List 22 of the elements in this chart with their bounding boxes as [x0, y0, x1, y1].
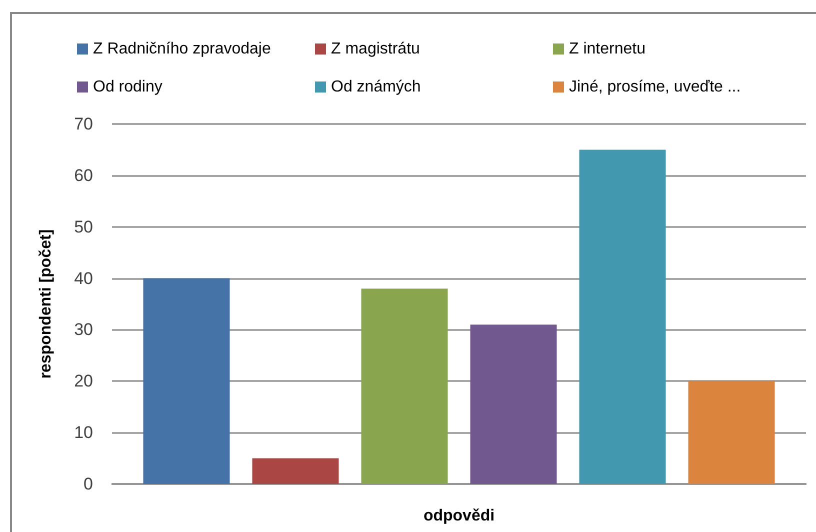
y-axis-title: respondenti [počet] [38, 229, 54, 379]
y-tick-label: 70 [74, 114, 93, 134]
y-tick-label: 60 [74, 166, 93, 185]
y-tick-label: 50 [74, 217, 93, 236]
bar [688, 381, 775, 484]
y-tick-label: 0 [84, 474, 93, 494]
bar [470, 324, 557, 484]
bar [361, 288, 448, 484]
bar [579, 150, 666, 484]
y-tick-label: 40 [74, 268, 93, 288]
legend-label: Z Radničního zpravodaje [93, 40, 271, 58]
legend-label: Jiné, prosíme, uveďte ... [569, 78, 741, 96]
legend-label: Z magistrátu [331, 40, 420, 58]
y-tick-label: 10 [74, 423, 93, 442]
bar [143, 278, 230, 484]
legend-label: Z internetu [569, 40, 646, 58]
legend-label: Od rodiny [93, 78, 162, 96]
legend-label: Od známých [331, 78, 421, 96]
x-axis-title: odpovědi [423, 508, 495, 524]
bar [252, 458, 339, 484]
y-tick-label: 20 [74, 372, 93, 391]
y-tick-label: 30 [74, 320, 93, 340]
